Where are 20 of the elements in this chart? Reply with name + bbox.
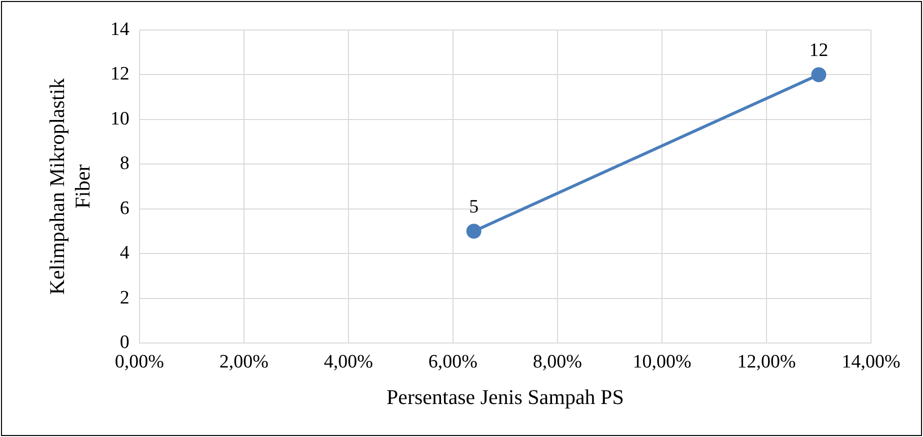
- y-tick-label: 2: [120, 287, 130, 308]
- y-tick-label: 8: [120, 153, 130, 174]
- x-tick-label: 4,00%: [324, 351, 374, 372]
- x-tick-label: 6,00%: [428, 351, 478, 372]
- data-label: 12: [809, 40, 828, 62]
- y-tick-label: 10: [110, 108, 130, 130]
- data-label: 5: [469, 196, 479, 218]
- y-tick-label: 12: [110, 64, 130, 85]
- y-tick-label: 6: [120, 198, 130, 219]
- x-tick-label: 0,00%: [114, 351, 164, 372]
- x-tick-label: 8,00%: [532, 351, 582, 372]
- y-tick-label: 14: [110, 18, 130, 40]
- y-tick-label: 4: [120, 242, 130, 264]
- y-tick-label: 0: [120, 332, 130, 353]
- y-axis-title: Kelimpahan Mikroplastik Fiber: [45, 78, 94, 295]
- x-tick-label: 12,00%: [737, 351, 796, 372]
- x-tick-label: 10,00%: [632, 351, 692, 372]
- x-axis-title: Persentase Jenis Sampah PS: [386, 384, 624, 409]
- x-tick-label: 2,00%: [219, 351, 269, 372]
- x-tick-label: 14,00%: [842, 351, 900, 372]
